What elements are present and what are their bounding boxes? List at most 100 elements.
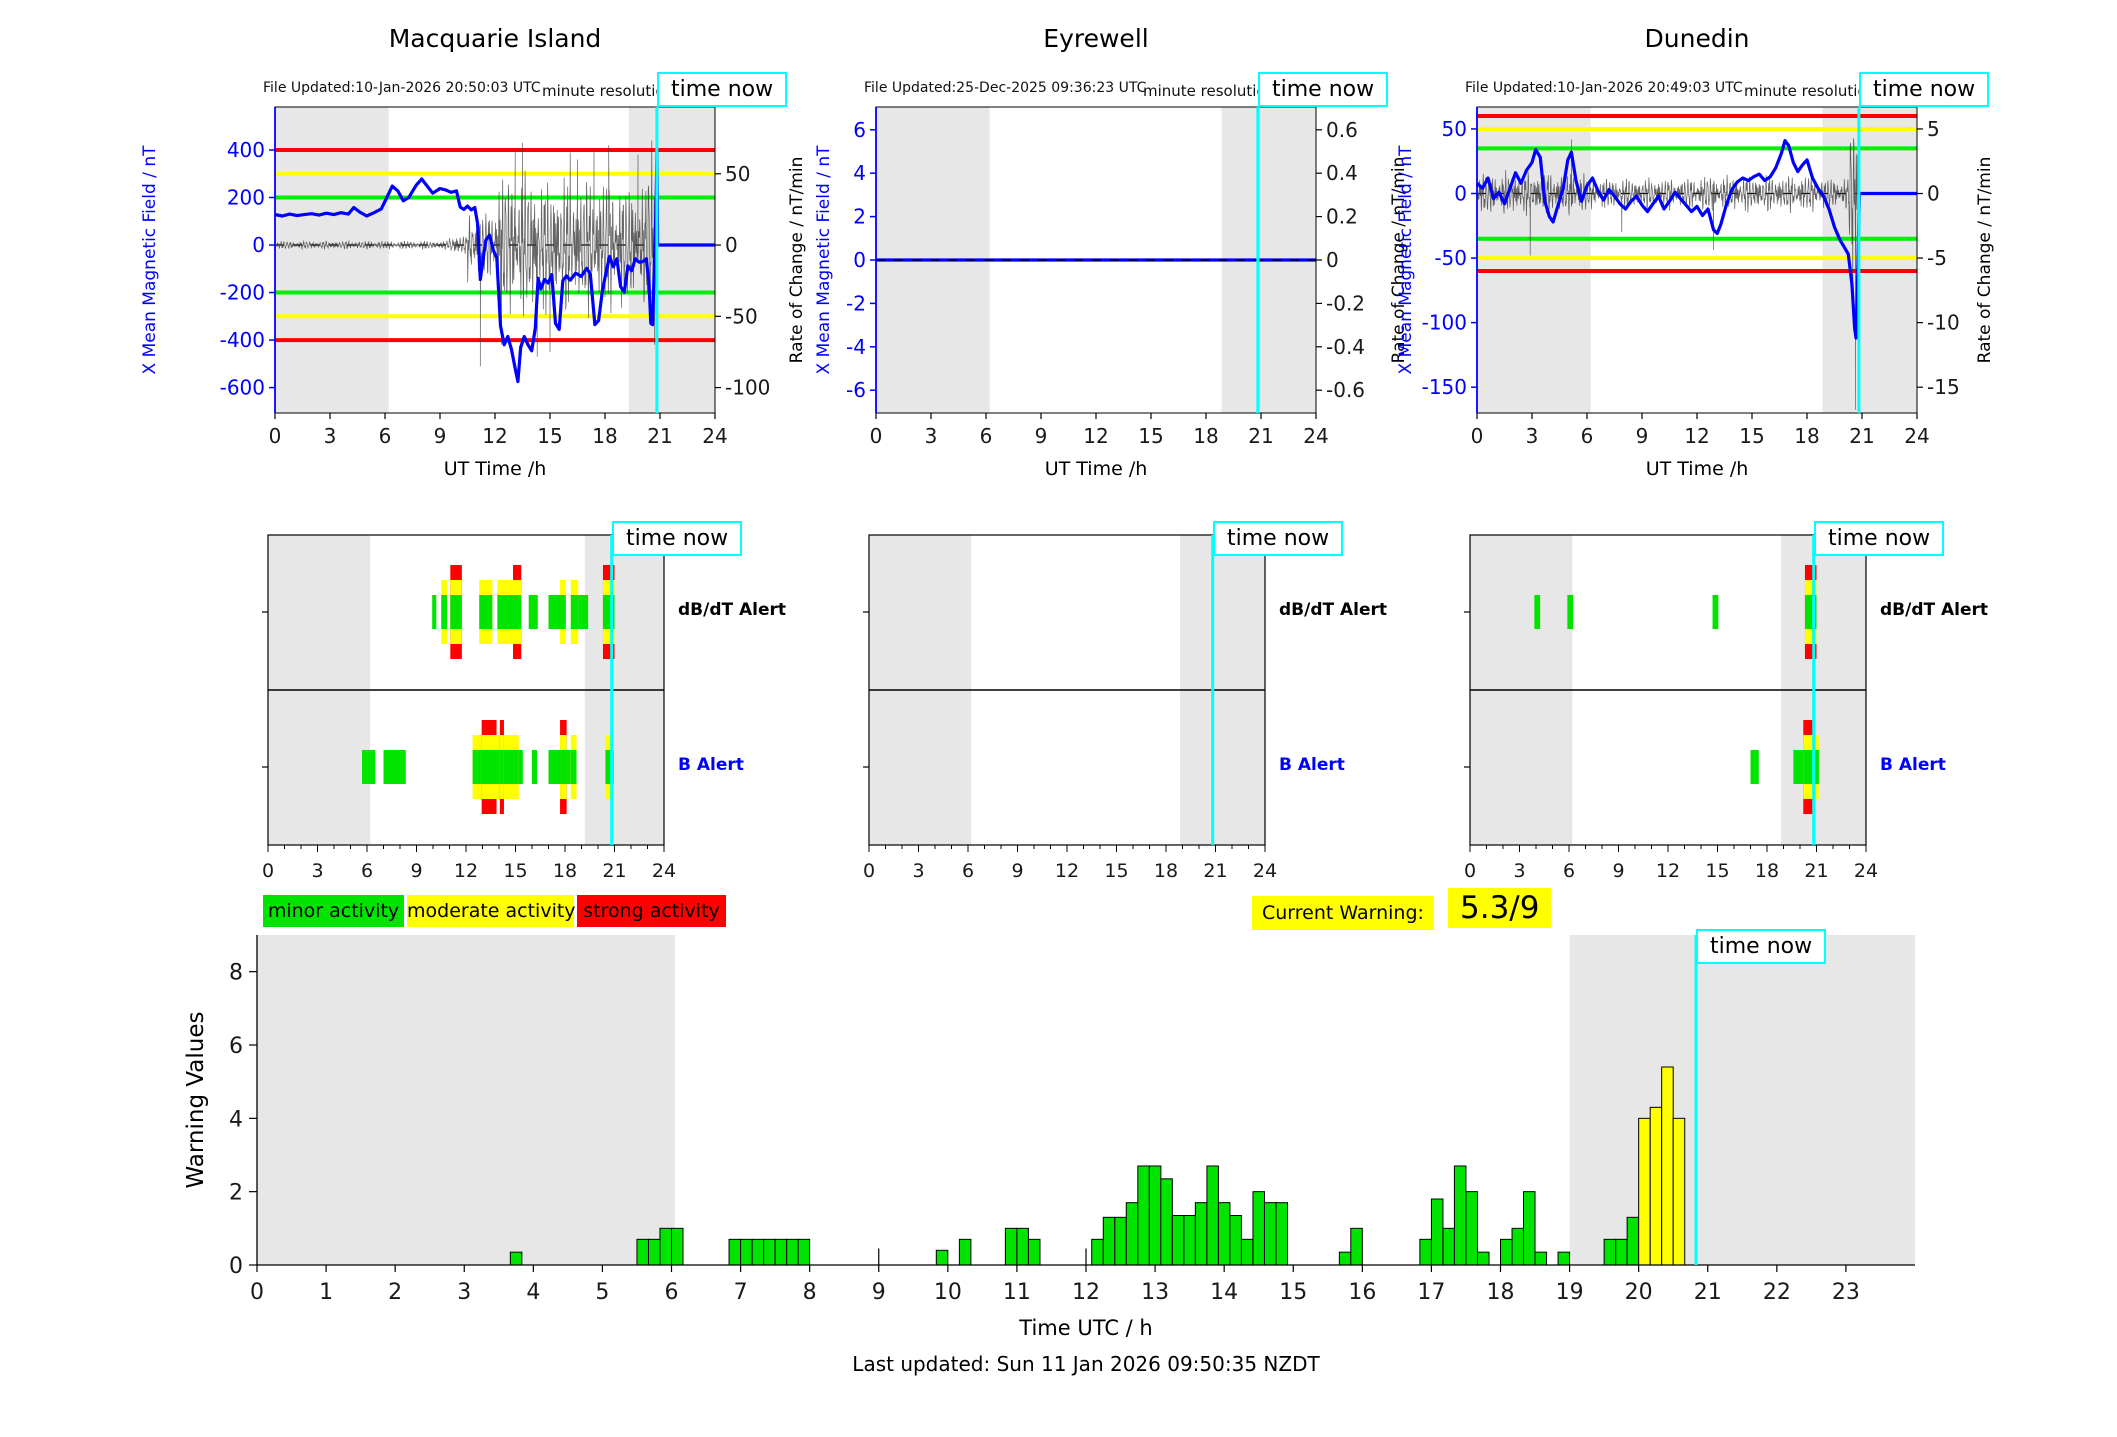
dbdt-alert-label-1: dB/dT Alert: [678, 600, 787, 620]
warning-values-axis-label: Warning Values: [183, 1011, 209, 1189]
y-right-tick-label: 50: [725, 162, 750, 186]
y-left-label-dunedin: X Mean Magnetic Field / nT: [1396, 145, 1416, 375]
x-tick-label: 18: [1794, 424, 1819, 448]
warning-bar: [1206, 1165, 1219, 1266]
x-tick-label: 6: [1581, 424, 1594, 448]
x-axis-label-dunedin: UT Time /h: [1645, 458, 1749, 480]
alert-bar-green: [479, 595, 493, 629]
alert-x-tick-label: 24: [1253, 860, 1277, 882]
y-left-tick-label: 200: [227, 186, 265, 210]
alert-x-tick-label: 12: [1656, 860, 1680, 882]
warning-bar: [659, 1227, 672, 1266]
y-right-tick-label: 0.2: [1326, 205, 1358, 229]
bottom-x-tick-label: 17: [1417, 1280, 1445, 1305]
warning-bar: [509, 1251, 523, 1266]
alert-x-tick-label: 24: [652, 860, 676, 882]
alert-x-tick-label: 0: [262, 860, 274, 882]
warning-bar: [1102, 1216, 1116, 1266]
alert-bar-green: [560, 595, 566, 629]
legend-moderate-activity: moderate activity: [407, 895, 576, 927]
dbdt-alert-label-3: dB/dT Alert: [1880, 600, 1989, 620]
alert-x-tick-label: 6: [962, 860, 974, 882]
warning-bar: [1430, 1198, 1444, 1266]
warning-bar: [1229, 1215, 1242, 1266]
warning-bar: [763, 1238, 776, 1266]
y-left-tick-label: 0: [252, 233, 265, 257]
warning-bar: [1661, 1066, 1674, 1266]
alert-x-tick-label: 15: [503, 860, 527, 882]
alert-x-tick-label: 18: [1154, 860, 1178, 882]
alert-bar-green: [570, 750, 577, 784]
bottom-x-tick-label: 4: [526, 1280, 540, 1305]
bottom-x-tick-label: 18: [1487, 1280, 1515, 1305]
y-left-tick-label: -400: [220, 328, 265, 352]
alert-x-tick-label: 6: [361, 860, 373, 882]
y-right-tick-label: 0: [725, 233, 738, 257]
current-warning-label: Current Warning:: [1252, 896, 1434, 930]
alert-bar-green: [499, 750, 504, 784]
warning-bar: [786, 1238, 799, 1266]
b-alert-label-3: B Alert: [1880, 755, 1946, 775]
y-right-tick-label: -10: [1927, 311, 1960, 335]
alert-bar-green: [566, 750, 571, 784]
bottom-x-tick-label: 19: [1556, 1280, 1584, 1305]
y-left-tick-label: 2: [853, 205, 866, 229]
y-left-label-macquarie: X Mean Magnetic Field / nT: [140, 145, 160, 375]
b-alert-label-1: B Alert: [678, 755, 744, 775]
y-left-tick-label: -50: [1434, 246, 1467, 270]
alert-bar-green: [1534, 595, 1541, 629]
alert-bar-green: [1804, 595, 1817, 629]
y-left-tick-label: 0: [1454, 182, 1467, 206]
time-now-box-plot-1: time now: [657, 72, 788, 107]
time-now-box-plot-2: time now: [1258, 72, 1389, 107]
warning-bar: [1004, 1227, 1018, 1266]
alert-bar-green: [560, 750, 567, 784]
alert-bar-green: [497, 595, 514, 629]
alert-bar-green: [1712, 595, 1719, 629]
x-axis-label-eyrewell: UT Time /h: [1044, 458, 1148, 480]
warning-bar: [1626, 1216, 1640, 1266]
night-shade-region: [257, 935, 675, 1265]
alert-bar-green: [450, 595, 462, 629]
warning-bar: [1027, 1238, 1041, 1266]
warning-bar: [1183, 1215, 1196, 1266]
alert-bar-green: [528, 595, 538, 629]
bottom-x-tick-label: 11: [1003, 1280, 1031, 1305]
warning-bar: [797, 1238, 811, 1266]
x-tick-label: 15: [1138, 424, 1163, 448]
night-shade-region: [1569, 935, 1915, 1265]
warning-bar: [1350, 1227, 1363, 1266]
warning-bar: [636, 1238, 649, 1266]
y-right-tick-label: 0.4: [1326, 161, 1358, 185]
bottom-x-tick-label: 20: [1625, 1280, 1653, 1305]
time-now-box-warning-chart: time now: [1696, 929, 1827, 964]
y-left-tick-label: 50: [1442, 117, 1467, 141]
warning-bar: [740, 1238, 753, 1266]
b-alert-label-2: B Alert: [1279, 755, 1345, 775]
y-right-tick-label: -100: [725, 376, 770, 400]
warning-bar: [1603, 1238, 1617, 1266]
warning-bar: [1649, 1106, 1663, 1266]
y-left-tick-label: -2: [846, 291, 866, 315]
y-right-tick-label: 0: [1326, 248, 1339, 272]
minute-resolution-label-3: minute resolution: [1744, 82, 1877, 100]
bottom-x-tick-label: 15: [1279, 1280, 1307, 1305]
alert-bar-green: [432, 595, 437, 629]
alert-x-tick-label: 3: [912, 860, 924, 882]
bottom-x-tick-label: 0: [250, 1280, 264, 1305]
warning-bar: [1114, 1216, 1127, 1266]
y-right-tick-label: -15: [1927, 375, 1960, 399]
x-tick-label: 15: [1739, 424, 1764, 448]
legend-strong-activity: strong activity: [577, 895, 726, 927]
bottom-x-tick-label: 16: [1348, 1280, 1376, 1305]
station-title-macquarie: Macquarie Island: [388, 24, 602, 53]
bottom-y-tick-label: 6: [229, 1034, 243, 1059]
bottom-x-tick-label: 10: [934, 1280, 962, 1305]
bottom-x-tick-label: 3: [457, 1280, 471, 1305]
warning-bar: [1672, 1117, 1686, 1266]
bottom-x-tick-label: 21: [1694, 1280, 1722, 1305]
alert-bar-green: [472, 750, 482, 784]
bottom-x-tick-label: 14: [1210, 1280, 1238, 1305]
alert-x-tick-label: 3: [1513, 860, 1525, 882]
